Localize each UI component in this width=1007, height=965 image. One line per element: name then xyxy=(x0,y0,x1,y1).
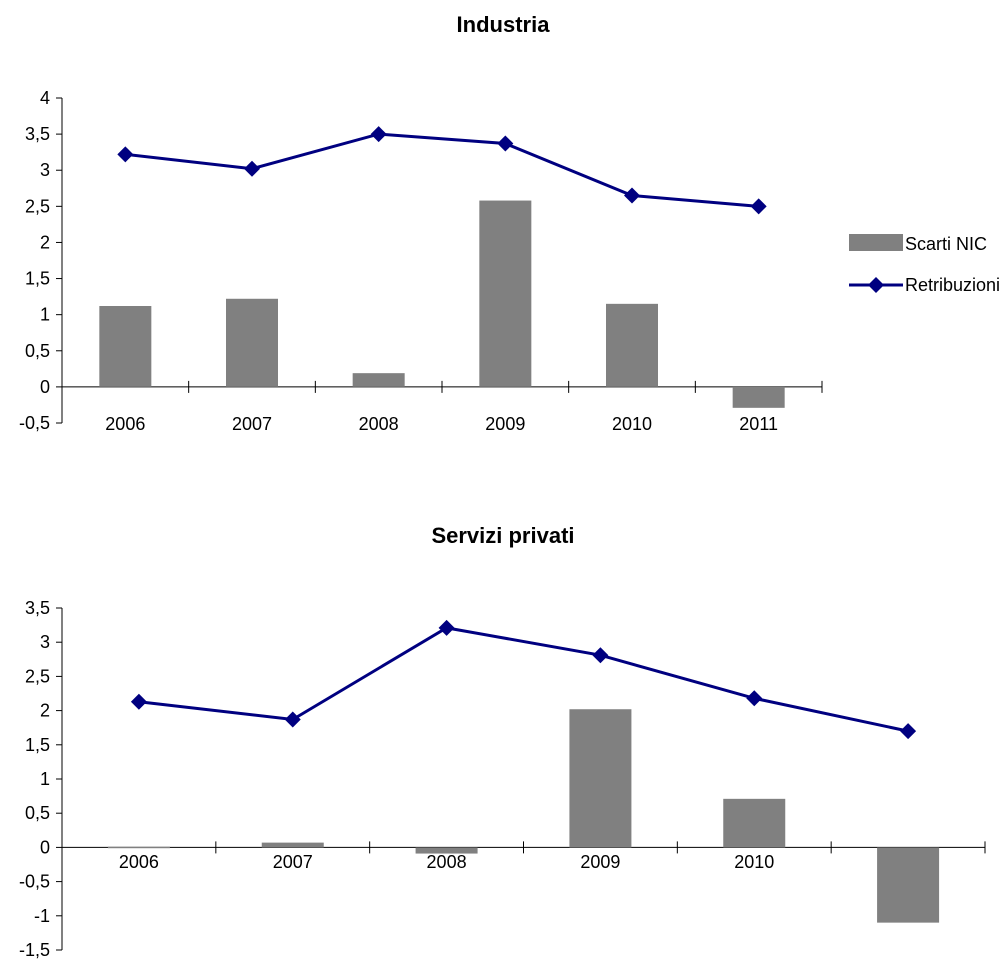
industria-line xyxy=(117,126,767,215)
y-tick-label: 3,5 xyxy=(25,598,50,618)
y-tick-label: -0,5 xyxy=(19,413,50,433)
bar-2007 xyxy=(261,842,324,848)
bar-2011 xyxy=(877,847,940,923)
retribuzioni-line xyxy=(125,132,759,208)
point-2008 xyxy=(438,619,455,636)
servizi-privati-chart-title: Servizi privati xyxy=(431,523,574,548)
point-2011 xyxy=(900,723,917,740)
y-tick-label: 2 xyxy=(40,232,50,252)
bar-2006 xyxy=(107,846,170,849)
bar-2008 xyxy=(352,373,405,387)
retribuzioni-line xyxy=(138,626,909,733)
y-tick-label: 0 xyxy=(40,837,50,857)
x-tick-label-2009: 2009 xyxy=(580,852,620,872)
y-tick-label: -1 xyxy=(34,906,50,926)
servizi-privati-chart: Servizi privati -1,5 -1 -0,5 0 0,5 1 1,5 2 2,5 3 3… xyxy=(19,523,986,960)
y-tick-label: 2 xyxy=(40,701,50,721)
y-tick-label: 1,5 xyxy=(25,269,50,289)
servizi-privati-line xyxy=(130,619,917,740)
legend-label-scarti-nic: Scarti NIC xyxy=(905,234,987,254)
x-tick-label-2006: 2006 xyxy=(105,414,145,434)
industria-chart-title: Industria xyxy=(457,12,551,37)
point-2006 xyxy=(130,693,147,710)
bar-2009 xyxy=(569,709,632,848)
y-tick-label: 0,5 xyxy=(25,803,50,823)
bar-2011 xyxy=(732,386,785,408)
bar-2010 xyxy=(606,303,658,387)
y-tick-label: 2,5 xyxy=(25,666,50,686)
y-tick-label: 3 xyxy=(40,160,50,180)
y-tick-label: 0,5 xyxy=(25,341,50,361)
servizi-privati-bars xyxy=(107,709,940,923)
legend-swatch-scarti-nic xyxy=(849,234,903,251)
x-tick-label-2008: 2008 xyxy=(359,414,399,434)
point-2006 xyxy=(117,146,134,163)
y-tick-label: 1 xyxy=(40,305,50,325)
industria-bars xyxy=(99,200,785,408)
bar-2009 xyxy=(479,200,532,387)
y-tick-label: -0,5 xyxy=(19,872,50,892)
legend-label-retribuzioni: Retribuzioni xyxy=(905,275,1000,295)
point-2010 xyxy=(746,690,763,707)
point-2007 xyxy=(244,160,260,177)
bar-2007 xyxy=(226,298,278,387)
servizi-privati-axes: -1,5 -1 -0,5 0 0,5 1 1,5 2 2,5 3 3,5 2006 2007 2008 20… xyxy=(19,598,986,960)
x-tick-label-2010: 2010 xyxy=(612,414,652,434)
bar-2010 xyxy=(723,798,786,848)
y-tick-label: 1,5 xyxy=(25,735,50,755)
y-tick-label: 1 xyxy=(40,769,50,789)
point-2009 xyxy=(592,647,609,664)
y-tick-label: 3,5 xyxy=(25,124,50,144)
industria-axes: -0,5 0 0,5 1 1,5 2 2,5 3 3,5 4 2006 2007 2008 2009 201… xyxy=(19,88,823,434)
x-tick-label-2007: 2007 xyxy=(232,414,272,434)
x-tick-label-2009: 2009 xyxy=(485,414,525,434)
y-tick-label: 3 xyxy=(40,632,50,652)
x-tick-label-2007: 2007 xyxy=(273,852,313,872)
bar-2006 xyxy=(99,306,152,387)
point-2011 xyxy=(750,198,767,215)
y-tick-label: 2,5 xyxy=(25,196,50,216)
industria-chart: Industria -0,5 0 0,5 1 1,5 2 2,5 3 3,5 4 2006 2007 2… xyxy=(19,12,1000,434)
x-tick-label-2008: 2008 xyxy=(427,852,467,872)
y-tick-label: -1,5 xyxy=(19,940,50,960)
x-tick-label-2010: 2010 xyxy=(734,852,774,872)
point-2010 xyxy=(624,187,640,204)
y-tick-label: 0 xyxy=(40,377,50,397)
point-2008 xyxy=(370,126,387,143)
bar-2008 xyxy=(415,847,478,854)
legend: Scarti NIC Retribuzioni xyxy=(849,234,1000,295)
y-tick-label: 4 xyxy=(40,88,50,108)
x-tick-label-2011: 2011 xyxy=(739,414,778,434)
point-2007 xyxy=(284,711,301,728)
x-tick-label-2006: 2006 xyxy=(119,852,159,872)
point-2009 xyxy=(497,135,514,152)
legend-marker-retribuzioni xyxy=(868,277,884,293)
